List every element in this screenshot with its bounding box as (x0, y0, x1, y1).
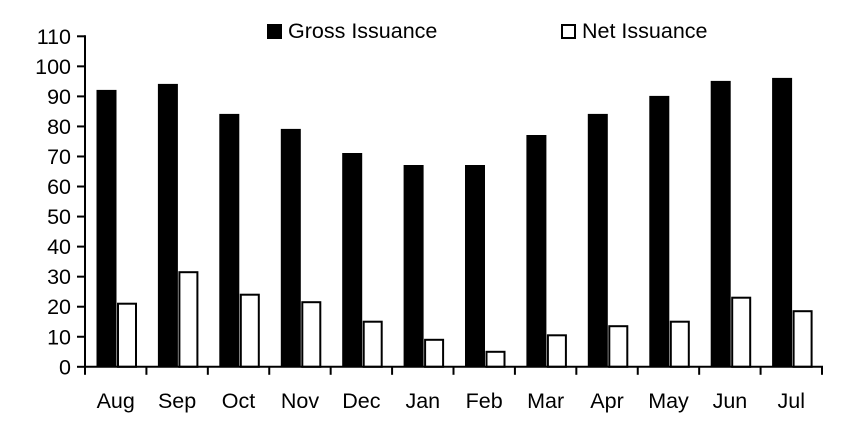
y-tick-label-100: 100 (35, 55, 71, 79)
bar-gross-dec (342, 153, 363, 368)
legend-label-net: Net Issuance (582, 19, 708, 43)
bar-gross-jun (710, 80, 731, 368)
y-tick-label-90: 90 (47, 85, 71, 109)
y-tick-label-110: 110 (37, 25, 71, 49)
bar-gross-oct (219, 113, 240, 368)
y-tick-label-50: 50 (47, 205, 71, 229)
x-tick-label-sep: Sep (158, 389, 196, 413)
x-tick-label-oct: Oct (222, 389, 255, 413)
x-tick-label-nov: Nov (281, 389, 319, 413)
bar-net-oct (239, 293, 260, 368)
bar-net-jul (792, 310, 813, 368)
bar-net-sep (178, 271, 199, 368)
y-tick-label-70: 70 (47, 145, 71, 169)
bar-net-apr (608, 325, 629, 368)
bar-net-mar (546, 334, 567, 368)
gross-issuance-swatch-icon (267, 24, 282, 39)
bar-gross-mar (526, 135, 547, 368)
bar-net-jan (424, 338, 445, 368)
bar-net-aug (117, 302, 137, 368)
y-tick-label-80: 80 (47, 115, 71, 139)
y-tick-label-60: 60 (47, 175, 71, 199)
x-tick-label-mar: Mar (527, 389, 564, 413)
net-issuance-swatch-icon (561, 24, 576, 39)
bar-gross-aug (96, 89, 117, 368)
x-tick-label-apr: Apr (590, 389, 623, 413)
bar-gross-jul (772, 77, 793, 368)
bar-net-jun (731, 296, 752, 368)
y-tick-label-30: 30 (47, 265, 71, 289)
x-tick-label-dec: Dec (342, 389, 380, 413)
bar-net-nov (301, 301, 322, 368)
x-tick-label-may: May (648, 389, 689, 413)
y-tick-label-40: 40 (47, 235, 71, 259)
bar-net-dec (362, 320, 383, 368)
x-tick-label-aug: Aug (97, 389, 135, 413)
bar-gross-nov (280, 128, 301, 368)
bar-gross-apr (587, 113, 608, 368)
bar-gross-jan (403, 165, 424, 368)
x-tick-label-feb: Feb (466, 389, 503, 413)
y-tick-label-0: 0 (59, 355, 71, 379)
bar-gross-may (649, 95, 670, 368)
bar-net-feb (485, 350, 506, 368)
legend-item-gross: Gross Issuance (267, 19, 437, 44)
y-tick-label-10: 10 (47, 325, 71, 349)
y-tick-label-20: 20 (47, 295, 71, 319)
x-tick-label-jun: Jun (713, 389, 748, 413)
legend-item-net: Net Issuance (561, 19, 707, 44)
x-tick-label-jul: Jul (778, 389, 805, 413)
legend-label-gross: Gross Issuance (288, 19, 438, 43)
bar-gross-feb (465, 165, 485, 368)
x-tick-label-jan: Jan (405, 389, 440, 413)
bar-net-may (669, 320, 690, 368)
bar-gross-sep (157, 83, 178, 368)
